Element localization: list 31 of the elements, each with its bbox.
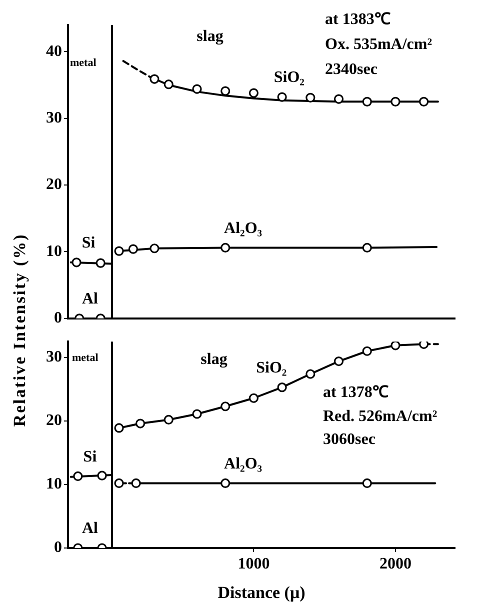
y-tick-label: 10 bbox=[46, 242, 62, 260]
x-axis-title: Distance (μ) bbox=[218, 583, 306, 602]
annotation: Ox. 535mA/cm² bbox=[325, 36, 432, 54]
y-tick-label: 30 bbox=[46, 109, 62, 126]
annotation: 2340sec bbox=[325, 61, 378, 78]
y-axis-title: Relative Intensity (%) bbox=[10, 233, 30, 427]
x-tick-label: 2000 bbox=[379, 556, 412, 573]
annotation: metal bbox=[70, 56, 96, 69]
annotation: slag bbox=[200, 351, 228, 368]
x-tick-label: 1000 bbox=[238, 556, 270, 573]
annotation: Red. 526mA/cm² bbox=[323, 408, 438, 426]
series-label: Al bbox=[82, 290, 99, 308]
y-tick-label: 20 bbox=[46, 412, 62, 430]
annotation: 3060sec bbox=[323, 431, 376, 448]
y-tick-label: 10 bbox=[46, 476, 62, 493]
series-label: Si bbox=[83, 448, 98, 466]
series-label: SiO₂ bbox=[274, 69, 305, 86]
annotation: slag bbox=[196, 28, 224, 46]
annotation: at 1378℃ bbox=[323, 384, 388, 402]
series-label: Al₂O₃ bbox=[224, 455, 262, 472]
y-tick-label: 30 bbox=[46, 348, 62, 366]
series-label: Si bbox=[82, 234, 96, 252]
annotation: metal bbox=[72, 352, 98, 364]
y-tick-label: 40 bbox=[46, 42, 62, 60]
series-label: SiO₂ bbox=[256, 359, 287, 376]
y-tick-label: 0 bbox=[54, 310, 62, 327]
y-tick-label: 20 bbox=[46, 176, 62, 194]
series-label: Al bbox=[82, 520, 99, 538]
series-label: Al₂O₃ bbox=[224, 220, 262, 237]
annotation: at 1383℃ bbox=[325, 11, 390, 28]
y-tick-label: 0 bbox=[54, 539, 62, 556]
